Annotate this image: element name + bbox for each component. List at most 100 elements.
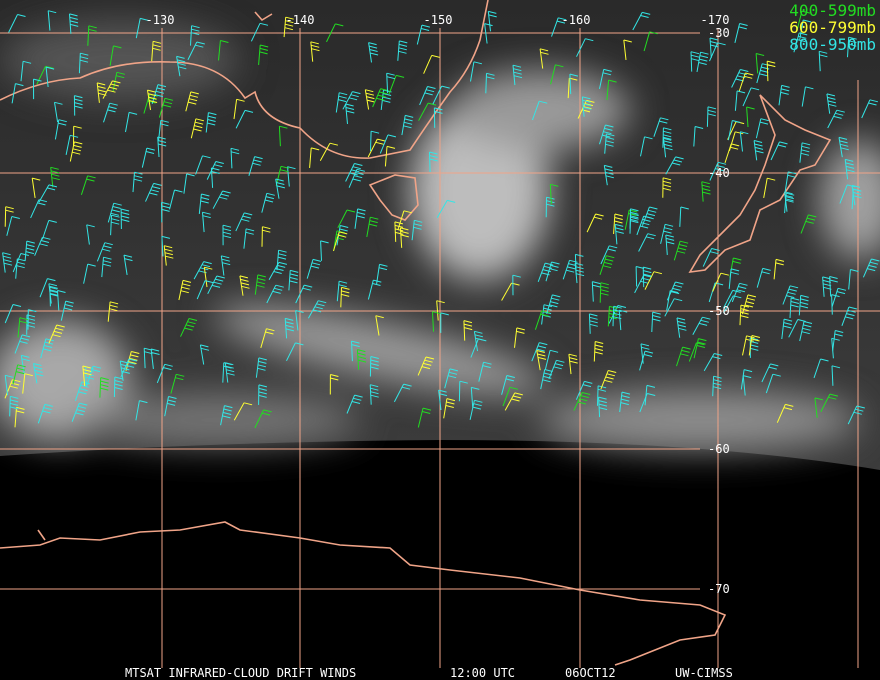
barb-stroke: [92, 365, 102, 369]
barb-stroke: [355, 172, 364, 175]
barb-stroke: [243, 402, 253, 406]
barb-stroke: [838, 137, 843, 158]
barb-stroke: [194, 125, 203, 129]
barb-stroke: [645, 236, 655, 240]
barb-stroke: [429, 151, 438, 155]
barb-stroke: [546, 200, 555, 204]
barb-stroke: [436, 200, 448, 219]
barb-stroke: [154, 94, 164, 98]
barb-stroke: [193, 128, 202, 132]
barb-stroke: [827, 96, 836, 100]
barb-stroke: [831, 338, 834, 359]
barb-stroke: [349, 172, 358, 176]
barb-stroke: [613, 316, 622, 320]
barb-stroke: [58, 122, 67, 126]
barb-stroke: [259, 22, 269, 26]
barb-stroke: [464, 327, 473, 331]
barb-stroke: [702, 316, 711, 320]
barb-stroke: [731, 143, 740, 147]
barb-stroke: [736, 90, 746, 94]
barb-stroke: [701, 184, 711, 188]
barb-stroke: [803, 324, 812, 328]
barb-stroke: [801, 86, 806, 107]
barb-stroke: [613, 309, 622, 313]
barb-stroke: [785, 196, 795, 200]
barb-stroke: [42, 236, 51, 240]
barb-stroke: [772, 373, 781, 377]
barb-stroke: [276, 182, 285, 185]
barb-stroke: [309, 147, 312, 168]
barb-stroke: [375, 315, 384, 319]
barb-stroke: [605, 136, 615, 140]
barb-stroke: [432, 85, 443, 105]
barb-stroke: [761, 271, 770, 275]
barb-stroke: [706, 106, 709, 127]
barb-stroke: [482, 365, 491, 369]
barb-stroke: [739, 23, 748, 26]
barb-stroke: [351, 169, 360, 173]
barb-stroke: [673, 159, 683, 163]
barb-stroke: [345, 103, 348, 124]
barb-stroke: [121, 370, 130, 374]
barb-stroke: [112, 80, 121, 84]
barb-stroke: [799, 321, 805, 342]
barb-stroke: [417, 407, 424, 428]
barb-stroke: [253, 159, 262, 163]
barb-stroke: [196, 41, 205, 45]
barb-stroke: [329, 142, 339, 146]
barb-stroke: [567, 266, 576, 270]
barb-stroke: [16, 367, 26, 371]
barb-stroke: [116, 75, 125, 79]
barb-stroke: [416, 24, 423, 45]
barb-stroke: [738, 286, 747, 289]
barb-stroke: [790, 301, 800, 304]
barb-stroke: [647, 393, 656, 396]
barb-stroke: [351, 344, 360, 348]
barb-stroke: [539, 48, 549, 52]
barb-stroke: [513, 71, 522, 75]
barb-stroke: [386, 76, 396, 80]
barb-stroke: [566, 269, 575, 273]
barb-stroke: [310, 41, 314, 62]
barb-stroke: [20, 253, 29, 256]
barb-stroke: [372, 283, 381, 286]
barb-stroke: [690, 51, 693, 72]
barb-stroke: [680, 353, 689, 357]
barb-stroke: [76, 409, 85, 413]
barb-stroke: [470, 338, 479, 358]
barb-stroke: [569, 77, 578, 81]
barb-stroke: [65, 135, 71, 155]
barb-stroke: [100, 380, 109, 384]
barb-stroke: [767, 60, 776, 64]
barb-stroke: [258, 394, 267, 398]
barb-stroke: [739, 131, 743, 152]
barb-stroke: [289, 273, 299, 277]
barb-stroke: [423, 55, 433, 74]
barb-stroke: [594, 351, 603, 355]
barb-stroke: [16, 410, 25, 414]
barb-stroke: [287, 166, 290, 187]
barb-stroke: [289, 280, 298, 284]
barb-stroke: [575, 273, 585, 277]
barb-stroke: [619, 309, 628, 313]
barb-stroke: [109, 45, 114, 66]
barb-stroke: [340, 225, 349, 228]
barb-stroke: [37, 404, 46, 424]
barb-stroke: [600, 285, 609, 289]
barb-stroke: [447, 375, 457, 379]
barb-stroke: [783, 325, 792, 329]
barb-stroke: [585, 38, 594, 42]
barb-stroke: [177, 62, 186, 66]
barb-stroke: [128, 358, 138, 362]
barb-stroke: [382, 99, 391, 103]
barb-stroke: [200, 197, 210, 200]
barb-stroke: [351, 340, 360, 344]
barb-stroke: [176, 55, 185, 59]
barb-stroke: [582, 392, 591, 395]
barb-stroke: [787, 174, 796, 178]
barb-stroke: [235, 110, 246, 129]
barb-stroke: [605, 124, 614, 128]
barb-stroke: [605, 140, 614, 144]
barb-stroke: [164, 97, 174, 101]
barb-stroke: [265, 331, 274, 335]
